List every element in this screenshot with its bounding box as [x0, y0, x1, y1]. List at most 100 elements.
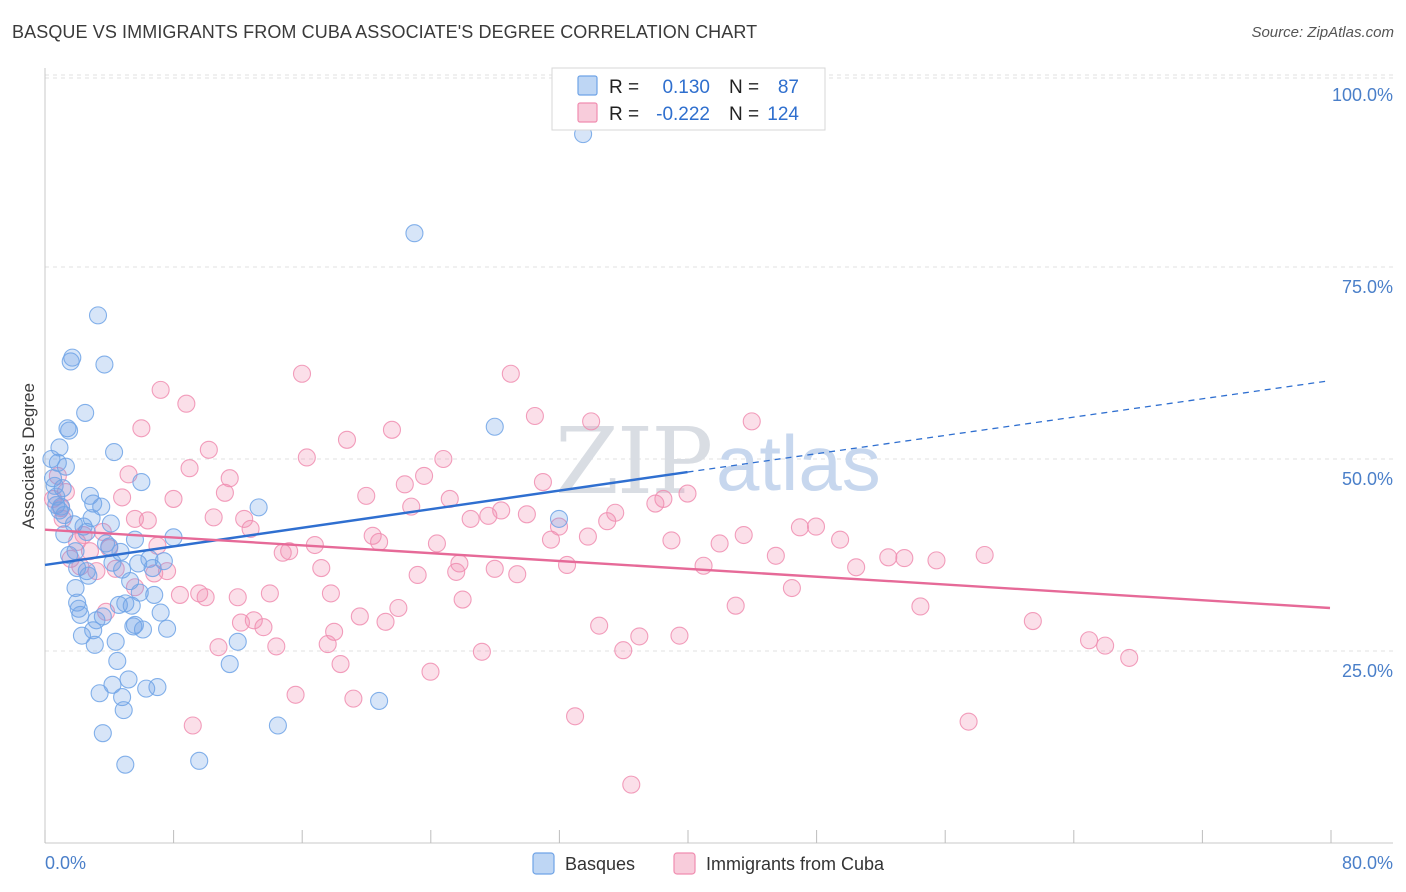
basques-point — [85, 635, 104, 654]
cuba-point — [260, 584, 279, 603]
cuba-point — [927, 551, 946, 570]
basques-point — [268, 716, 287, 735]
cuba-point — [508, 565, 527, 584]
cuba-point — [254, 618, 273, 637]
cuba-point — [1096, 636, 1115, 655]
cuba-point — [895, 549, 914, 568]
basques-point — [116, 594, 135, 613]
cuba-point — [376, 612, 395, 631]
cuba-point — [1120, 648, 1139, 667]
basques-point — [93, 607, 112, 626]
cuba-point — [427, 534, 446, 553]
grid-lines — [45, 74, 1393, 652]
cuba-point — [231, 613, 251, 632]
basques-point — [220, 655, 239, 674]
legend-r-value-basques: 0.130 — [662, 77, 710, 98]
basques-point — [84, 621, 103, 640]
cuba-point — [382, 420, 402, 439]
basques-point — [125, 615, 144, 634]
basques-point — [76, 403, 95, 422]
cuba-point — [461, 509, 480, 528]
y-axis-tick-labels: 25.0% 50.0% 75.0% 100.0% — [1332, 85, 1393, 681]
chart-title: BASQUE VS IMMIGRANTS FROM CUBA ASSOCIATE… — [12, 22, 758, 42]
y-tick-label-50: 50.0% — [1342, 469, 1393, 489]
cuba-point — [395, 475, 414, 494]
cuba-point — [421, 662, 440, 681]
basques-point — [101, 514, 120, 533]
cuba-point — [1080, 631, 1099, 650]
cuba-point — [286, 685, 305, 704]
basques-point — [72, 626, 91, 645]
basques-point — [63, 348, 82, 367]
cuba-point — [806, 517, 826, 536]
legend-n-value-cuba: 124 — [767, 104, 799, 125]
cuba-point — [177, 394, 196, 413]
basques-point — [88, 306, 108, 325]
cuba-point — [297, 448, 316, 467]
cuba-point — [453, 590, 472, 609]
basques-point — [129, 554, 148, 573]
trend-lines — [44, 380, 1331, 610]
basques-trend-extension — [687, 380, 1331, 473]
cuba-point — [492, 501, 511, 520]
basques-point — [119, 670, 138, 689]
cuba-point — [533, 472, 552, 492]
cuba-point — [132, 419, 151, 438]
y-tick-label-25: 25.0% — [1342, 661, 1393, 681]
basques-point — [106, 632, 125, 651]
cuba-point — [549, 517, 569, 536]
cuba-point — [614, 641, 633, 660]
basques-point — [113, 560, 132, 579]
watermark-zip: ZIP — [555, 408, 711, 515]
basques-point — [114, 701, 133, 720]
legend-swatch-basques — [577, 75, 598, 96]
basques-point — [96, 534, 116, 553]
cuba-point — [501, 364, 520, 383]
series-immigrants-from-cuba-points — [43, 364, 1139, 794]
cuba-point — [389, 598, 408, 618]
legend-r-value-cuba: -0.222 — [656, 104, 710, 125]
legend-bottom: Basques Immigrants from Cuba — [532, 852, 885, 875]
cuba-point — [590, 616, 609, 635]
cuba-point — [199, 440, 218, 459]
cuba-point — [331, 655, 350, 674]
cuba-point — [879, 548, 898, 567]
cuba-point — [151, 380, 170, 399]
cuba-point — [344, 689, 363, 708]
cuba-point — [566, 707, 585, 726]
legend-bottom-swatch-basques — [532, 852, 555, 875]
cuba-point — [312, 559, 331, 578]
basques-point — [145, 585, 164, 604]
cuba-point — [1023, 611, 1042, 631]
cuba-point — [228, 588, 247, 607]
cuba-point — [209, 638, 228, 657]
cuba-point — [450, 554, 469, 573]
basques-point — [405, 224, 424, 243]
y-tick-label-100: 100.0% — [1332, 85, 1393, 105]
basques-point — [109, 595, 128, 614]
chart-source: Source: ZipAtlas.com — [1251, 24, 1394, 41]
basques-point — [154, 552, 173, 571]
basques-point — [228, 632, 247, 651]
cuba-point — [113, 488, 132, 507]
y-axis-title: Associate's Degree — [19, 383, 38, 529]
cuba-point — [158, 562, 177, 581]
cuba-point — [241, 519, 260, 538]
cuba-point — [434, 449, 453, 469]
cuba-point — [321, 584, 340, 603]
basques-trend-line — [44, 470, 688, 567]
cuba-point — [742, 412, 761, 431]
basques-point — [370, 691, 389, 710]
cuba-point — [170, 585, 189, 604]
cuba-point — [138, 511, 157, 530]
legend-bottom-swatch-cuba — [673, 852, 696, 875]
cuba-point — [541, 530, 561, 549]
cuba-point — [622, 775, 641, 794]
basques-point — [485, 417, 504, 436]
cuba-point — [975, 545, 994, 565]
basques-point — [549, 509, 569, 528]
basques-point — [143, 559, 162, 578]
cuba-point — [670, 626, 689, 645]
basques-point — [69, 599, 88, 618]
